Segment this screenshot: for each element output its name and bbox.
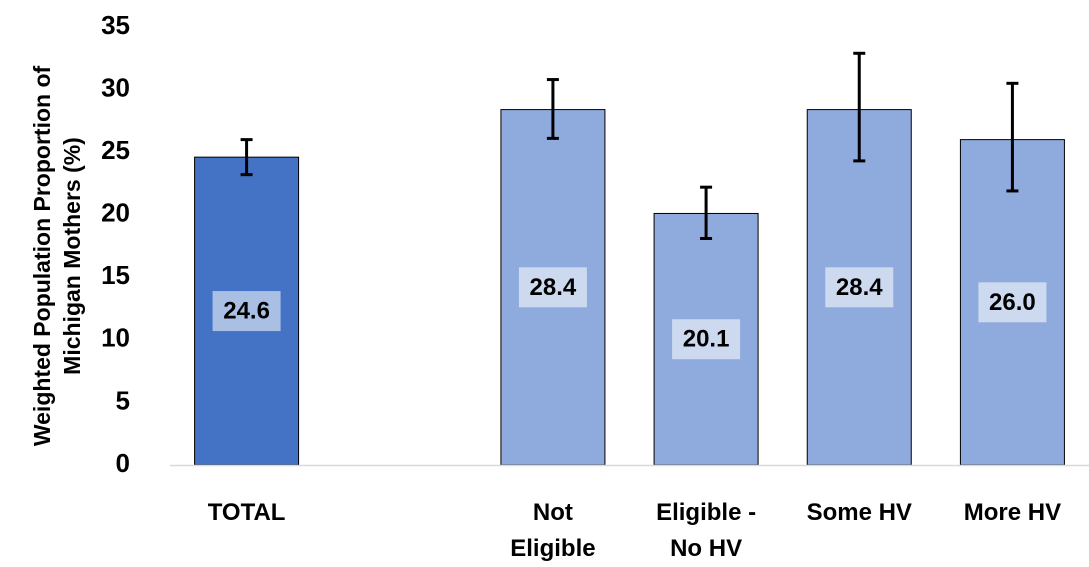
y-tick-label: 25 [101,135,130,165]
y-tick-label: 15 [101,260,130,290]
data-label-background [672,319,741,360]
data-label-text: 28.4 [836,274,883,301]
x-category-label: Not Eligible [510,499,595,562]
error-bars [240,51,1019,240]
data-label-text: 26.0 [989,289,1036,316]
data-label-text: 24.6 [223,298,270,325]
y-axis-title-line: Michigan Mothers (%) [59,137,85,375]
error-bar [700,185,713,240]
data-label: 28.4 [518,267,587,308]
x-category-label-line: Not [533,499,573,526]
data-label: 20.1 [672,319,741,360]
data-label-text: 20.1 [683,326,730,353]
data-label-text: 28.4 [530,274,577,301]
x-category-label-line: Eligible - [656,499,756,526]
error-bar [546,78,559,140]
data-label-background [978,282,1047,323]
y-axis-ticks: 0 5 10 15 20 25 30 35 [101,10,130,478]
x-axis-category-labels: TOTAL Not Eligible Eligible - No HV Some HV Mo… [208,499,1061,562]
y-tick-label: 30 [101,72,130,102]
bars [194,109,1065,466]
y-tick-label: 0 [116,448,130,478]
error-bar [240,138,253,177]
data-labels: 24.6 28.4 20.1 28.4 26.0 [212,267,1047,360]
x-category-label: Eligible - No HV [656,499,756,562]
x-category-label: Some HV [807,499,912,526]
x-category-label-line: Some HV [807,499,912,526]
y-tick-label: 35 [101,10,130,40]
y-tick-label: 20 [101,198,130,228]
x-category-label-line: More HV [964,499,1061,526]
data-label-background [518,267,587,308]
data-label: 26.0 [978,282,1047,323]
y-tick-label: 5 [116,385,130,415]
x-category-label-line: No HV [670,535,742,562]
x-category-label: TOTAL [208,499,286,526]
data-label: 28.4 [825,267,894,308]
x-category-label: More HV [964,499,1061,526]
y-tick-label: 10 [101,323,130,353]
x-category-label-line: TOTAL [208,499,286,526]
data-label-background [825,267,894,308]
error-bar [1006,81,1019,193]
error-bar [853,51,866,163]
y-axis-title-line: Weighted Population Proportion of [29,66,55,447]
data-label: 24.6 [212,291,281,332]
y-axis-title: Weighted Population Proportion of Michiga… [29,66,85,447]
x-category-label-line: Eligible [510,535,595,562]
data-label-background [212,291,281,332]
